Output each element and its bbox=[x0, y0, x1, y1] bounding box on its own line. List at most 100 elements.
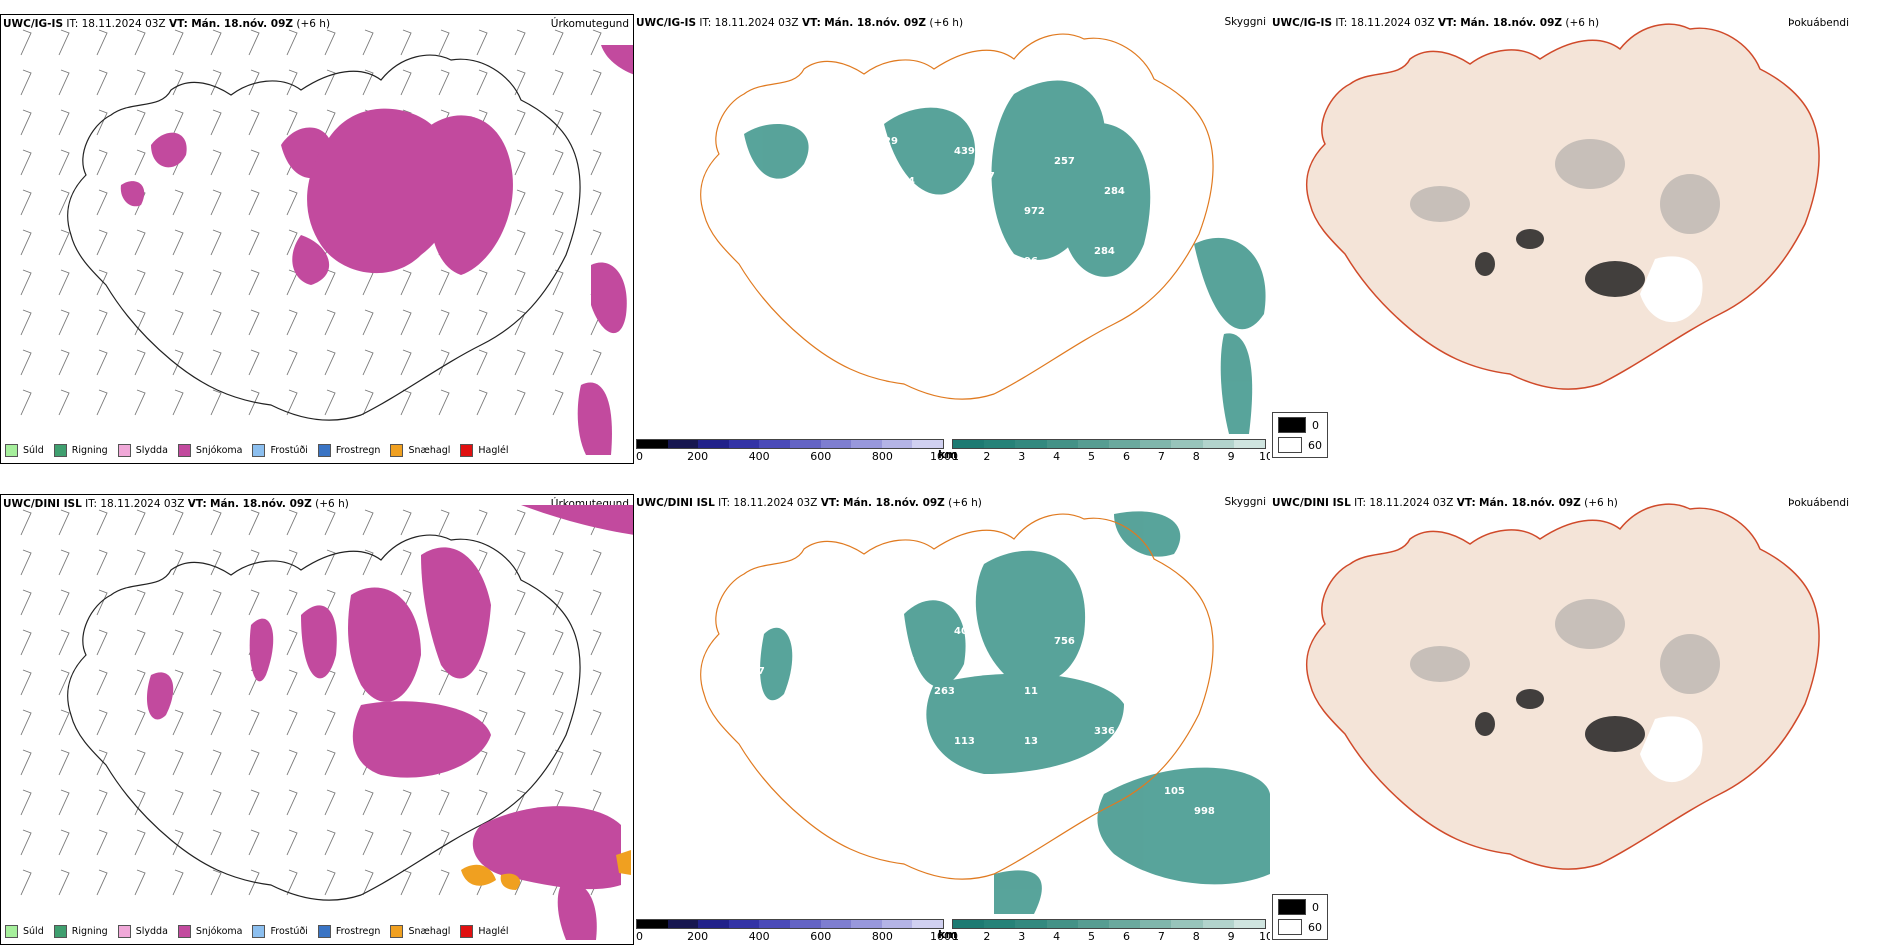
wind-barb bbox=[438, 269, 450, 296]
panel-name: Skyggni bbox=[1224, 16, 1267, 28]
wind-barb bbox=[58, 589, 70, 616]
wind-barb bbox=[96, 749, 108, 776]
visibility-segment bbox=[1046, 920, 1078, 928]
wind-barb bbox=[248, 189, 260, 216]
wind-barb bbox=[362, 509, 374, 536]
cloud-base-label: 756 bbox=[1054, 636, 1075, 647]
visibility-tick: 10 bbox=[1259, 450, 1270, 463]
cloud-base-segment bbox=[789, 920, 821, 928]
wind-barb bbox=[210, 349, 222, 376]
wind-barb bbox=[476, 349, 488, 376]
wind-barb bbox=[514, 269, 526, 296]
wind-barb bbox=[20, 109, 32, 136]
precip-type-panel-bottom: UWC/DINI ISL IT: 18.11.2024 03Z VT: Mán.… bbox=[0, 494, 634, 945]
visibility-unit: km bbox=[938, 928, 957, 941]
cloud-base-label: 995 bbox=[1194, 326, 1215, 337]
legend-swatch bbox=[317, 925, 331, 938]
legend-item: Haglél bbox=[460, 444, 509, 457]
cloud-base-label: 110 bbox=[954, 256, 975, 267]
wind-barb bbox=[134, 589, 146, 616]
wind-barb bbox=[96, 709, 108, 736]
wind-barb bbox=[552, 309, 564, 336]
wind-barb bbox=[362, 389, 374, 416]
wind-barb bbox=[210, 109, 222, 136]
wind-barb bbox=[362, 69, 374, 96]
wind-barb bbox=[400, 349, 412, 376]
cloud-base-label: 998 bbox=[834, 686, 855, 697]
cloud-base-tick: 400 bbox=[748, 930, 770, 943]
wind-barb bbox=[324, 829, 336, 856]
wind-barb bbox=[248, 349, 260, 376]
wind-barb bbox=[286, 189, 298, 216]
wind-barb bbox=[286, 749, 298, 776]
cloud-base-segment bbox=[637, 440, 668, 448]
fog-legend-swatch bbox=[1278, 899, 1306, 915]
wind-barb bbox=[134, 629, 146, 656]
legend-swatch bbox=[53, 444, 67, 457]
legend-item: Súld bbox=[5, 444, 44, 457]
wind-barb bbox=[286, 789, 298, 816]
cloud-base-segment bbox=[759, 920, 790, 928]
visibility-ticks: 1 2 3 4 5 6 7 8 9 10 bbox=[952, 929, 1270, 943]
wind-barb bbox=[286, 549, 298, 576]
wind-barb bbox=[552, 69, 564, 96]
wind-barb bbox=[286, 389, 298, 416]
cloud-base-label: 445 bbox=[894, 656, 915, 667]
wind-barb bbox=[362, 309, 374, 336]
wind-barb bbox=[286, 229, 298, 256]
cloud-base-label: 336 bbox=[1094, 726, 1115, 737]
panel-name: Skyggni bbox=[1224, 496, 1267, 508]
cloud-base-label: 188 bbox=[1014, 826, 1035, 837]
wind-barb bbox=[400, 269, 412, 296]
wind-barb bbox=[590, 709, 602, 736]
legend-item: Rigning bbox=[53, 925, 108, 938]
cloud-base-label: 303 bbox=[784, 116, 805, 127]
wind-barb bbox=[134, 389, 146, 416]
wind-barb bbox=[210, 509, 222, 536]
legend-swatch bbox=[177, 925, 191, 938]
cloud-base-label: 96 bbox=[1024, 256, 1038, 267]
wind-barb bbox=[20, 629, 32, 656]
wind-barb bbox=[590, 149, 602, 176]
wind-barb bbox=[590, 589, 602, 616]
wind-barb bbox=[476, 549, 488, 576]
wind-barb bbox=[134, 789, 146, 816]
wind-barb bbox=[514, 669, 526, 696]
legend-item: Frostregn bbox=[317, 444, 380, 457]
legend-label: Frostúði bbox=[270, 445, 308, 456]
visibility-tick: 4 bbox=[1053, 450, 1061, 463]
wind-barb bbox=[58, 749, 70, 776]
wind-barb bbox=[514, 69, 526, 96]
wind-barb bbox=[210, 789, 222, 816]
wind-barb bbox=[286, 509, 298, 536]
wind-barb bbox=[590, 549, 602, 576]
wind-barb bbox=[552, 749, 564, 776]
wind-barb bbox=[400, 389, 412, 416]
wind-barb bbox=[134, 709, 146, 736]
cloud-base-label: 146 bbox=[914, 766, 935, 777]
wind-barb bbox=[438, 789, 450, 816]
wind-barb bbox=[172, 789, 184, 816]
wind-barb bbox=[20, 29, 32, 56]
visibility-segment bbox=[984, 440, 1016, 448]
cloud-base-segment bbox=[881, 440, 913, 448]
cloud-base-label: 180 bbox=[1164, 306, 1185, 317]
wind-barb bbox=[172, 669, 184, 696]
wind-barb bbox=[134, 29, 146, 56]
wind-barb bbox=[210, 669, 222, 696]
cloud-base-label: 263 bbox=[934, 686, 955, 697]
fog-legend-swatch bbox=[1278, 417, 1306, 433]
cloud-base-label: 284 bbox=[894, 176, 915, 187]
wind-barb bbox=[20, 349, 32, 376]
wind-barb bbox=[58, 869, 70, 896]
legend-item: Frostúði bbox=[252, 444, 308, 457]
wind-barb bbox=[248, 749, 260, 776]
cloud-base-label: 182 bbox=[784, 596, 805, 607]
legend-item: Snjókoma bbox=[177, 925, 242, 938]
wind-barb bbox=[172, 189, 184, 216]
wind-barb bbox=[248, 549, 260, 576]
wind-barb bbox=[210, 869, 222, 896]
wind-barb bbox=[20, 269, 32, 296]
fog-legend-label: 60 bbox=[1308, 438, 1322, 452]
